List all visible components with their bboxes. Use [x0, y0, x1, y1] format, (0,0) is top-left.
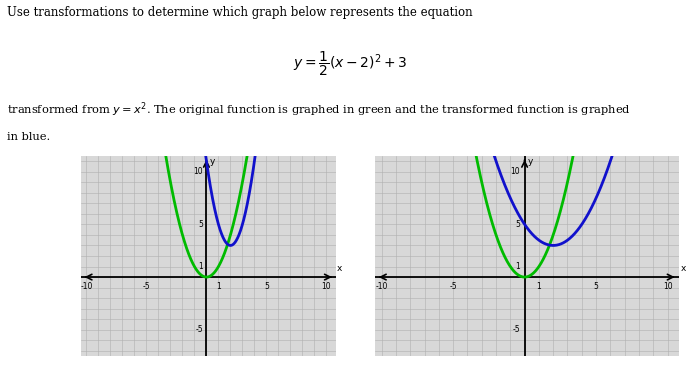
Text: 5: 5 [594, 282, 598, 291]
Text: in blue.: in blue. [7, 132, 50, 142]
Text: -10: -10 [80, 282, 92, 291]
Text: 5: 5 [515, 220, 520, 229]
Text: 1: 1 [198, 262, 203, 271]
Text: 5: 5 [264, 282, 269, 291]
Text: 10: 10 [511, 167, 520, 176]
Text: -5: -5 [195, 325, 203, 334]
Text: -5: -5 [512, 325, 520, 334]
Text: Use transformations to determine which graph below represents the equation: Use transformations to determine which g… [7, 6, 472, 19]
Text: $y = \dfrac{1}{2}(x - 2)^2 + 3$: $y = \dfrac{1}{2}(x - 2)^2 + 3$ [293, 50, 407, 78]
Text: -5: -5 [143, 282, 150, 291]
Text: 5: 5 [198, 220, 203, 229]
Text: y: y [209, 157, 215, 166]
Text: 10: 10 [321, 282, 331, 291]
Text: x: x [680, 264, 686, 273]
Text: y: y [528, 157, 533, 166]
Text: 10: 10 [193, 167, 203, 176]
Text: 1: 1 [516, 262, 520, 271]
Text: x: x [337, 264, 342, 273]
Text: -10: -10 [375, 282, 388, 291]
Text: 10: 10 [663, 282, 673, 291]
Text: 1: 1 [536, 282, 541, 291]
Text: 1: 1 [216, 282, 221, 291]
Text: -5: -5 [449, 282, 457, 291]
Text: transformed from $y = x^2$. The original function is graphed in green and the tr: transformed from $y = x^2$. The original… [7, 100, 631, 119]
